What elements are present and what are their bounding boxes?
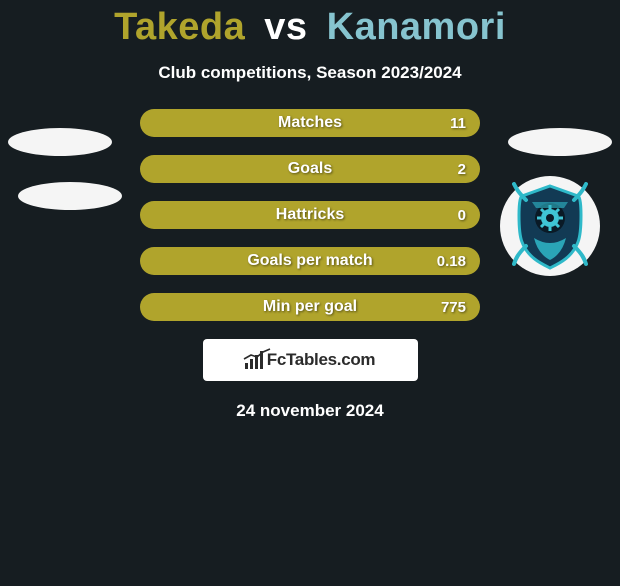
stat-label: Min per goal bbox=[263, 298, 357, 316]
subtitle: Club competitions, Season 2023/2024 bbox=[0, 63, 620, 83]
player2-name: Kanamori bbox=[327, 6, 506, 48]
player1-photo-placeholder-2 bbox=[18, 182, 122, 210]
player1-name: Takeda bbox=[114, 6, 245, 48]
shield-icon bbox=[512, 182, 588, 270]
player2-photo-placeholder bbox=[508, 128, 612, 156]
stat-label: Matches bbox=[278, 114, 342, 132]
club-badge bbox=[500, 176, 600, 276]
stat-row: Goals per match 0.18 bbox=[140, 247, 480, 275]
snapshot-date: 24 november 2024 bbox=[0, 401, 620, 421]
stat-bar-right: Hattricks 0 bbox=[140, 201, 480, 229]
stat-label: Goals bbox=[288, 160, 332, 178]
stat-bar-right: Min per goal 775 bbox=[140, 293, 480, 321]
stat-label: Goals per match bbox=[247, 252, 372, 270]
stat-bar-right: Matches 11 bbox=[140, 109, 480, 137]
stat-row: Goals 2 bbox=[140, 155, 480, 183]
stat-bar-right: Goals per match 0.18 bbox=[140, 247, 480, 275]
comparison-title: Takeda vs Kanamori bbox=[0, 6, 620, 49]
stats-table: Matches 11 Goals 2 Hattricks 0 Goals per match… bbox=[140, 109, 480, 321]
stat-value-right: 2 bbox=[458, 161, 466, 178]
stat-row: Min per goal 775 bbox=[140, 293, 480, 321]
stat-row: Matches 11 bbox=[140, 109, 480, 137]
player1-photo-placeholder-1 bbox=[8, 128, 112, 156]
vs-label: vs bbox=[264, 6, 307, 48]
stat-label: Hattricks bbox=[276, 206, 344, 224]
stat-value-right: 0 bbox=[458, 207, 466, 224]
stat-value-right: 775 bbox=[441, 299, 466, 316]
stat-value-right: 11 bbox=[450, 115, 466, 132]
chart-icon bbox=[245, 351, 263, 369]
brand-badge: FcTables.com bbox=[203, 339, 418, 381]
stat-value-right: 0.18 bbox=[437, 253, 466, 270]
brand-text: FcTables.com bbox=[267, 350, 376, 370]
stat-row: Hattricks 0 bbox=[140, 201, 480, 229]
stat-bar-right: Goals 2 bbox=[140, 155, 480, 183]
